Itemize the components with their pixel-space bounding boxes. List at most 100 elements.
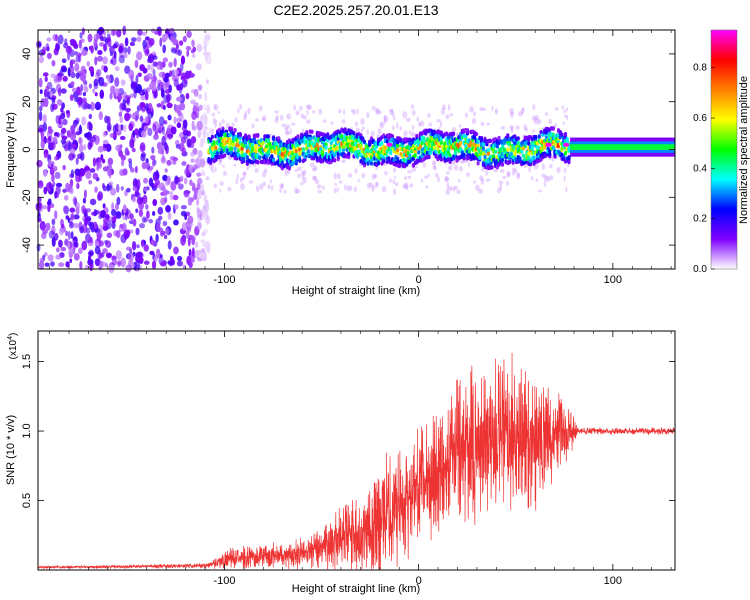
spectrogram-cell (382, 159, 386, 164)
spectrogram-cell (160, 100, 165, 110)
spectrogram-cell (61, 102, 65, 110)
spectrogram-cell (186, 255, 192, 266)
spectrogram-cell (474, 131, 478, 137)
spectrogram-cell (86, 61, 90, 67)
spectrogram-cell (66, 129, 71, 138)
spectrogram-cell (124, 233, 128, 241)
spectrogram-cell (330, 121, 334, 126)
spectrogram-cell (151, 260, 157, 270)
spectrogram-cell (242, 172, 247, 176)
spectrogram-cell (396, 148, 400, 153)
spectrogram-cell (254, 168, 260, 173)
spectrogram-cell (199, 142, 204, 148)
spectrogram-cell (155, 169, 159, 179)
spectrogram-cell (102, 131, 107, 138)
spectrogram-cell (212, 117, 217, 125)
spectrogram-cell (120, 103, 127, 111)
spectrogram-cell (143, 125, 149, 131)
spectrogram-cell (106, 75, 111, 84)
spectrogram-cell (51, 59, 56, 67)
spectrogram-cell (115, 88, 119, 97)
spectrogram-cell (38, 55, 45, 64)
spectrogram-cell (134, 59, 139, 69)
spectrogram-cell (93, 208, 98, 217)
spectrogram-cell (102, 166, 109, 172)
spectrogram-cell (117, 97, 121, 103)
spectrogram-cell (520, 108, 525, 115)
spectrogram-cell (37, 181, 44, 189)
spectrogram-cell (65, 261, 70, 268)
spectrogram-cell (78, 143, 84, 154)
spectrogram-cell (85, 227, 91, 234)
spectrogram-cell (316, 184, 322, 189)
spectrogram-cell (338, 130, 342, 135)
spectrogram-cell (445, 154, 449, 159)
spectrogram-cell (131, 37, 137, 43)
spectrogram-cell (283, 189, 287, 194)
spectrogram-cell (172, 160, 177, 165)
spectrogram-cell (392, 125, 395, 131)
spectrogram-cell (69, 207, 75, 213)
snr-scale-base: (x10 (8, 339, 19, 359)
spectrogram-cell (166, 102, 173, 109)
spectrogram-cell (78, 168, 86, 177)
spectrogram-cell (453, 185, 458, 190)
spectrogram-cell (190, 235, 196, 242)
spectrogram-cell (173, 246, 179, 255)
spectrogram-cell (87, 142, 92, 150)
spectrogram-cell (181, 222, 187, 231)
spectrogram-cell (256, 160, 260, 165)
spectrogram-cell (471, 118, 477, 124)
spectrogram-cell (135, 208, 139, 213)
spectrogram-cell (80, 84, 84, 92)
spectrogram-cell (235, 177, 238, 185)
spectrogram-cell (553, 123, 558, 129)
spectrogram-cell (37, 128, 44, 133)
spectrogram-cell (170, 180, 177, 191)
spectrogram-cell (230, 146, 234, 152)
spectrogram-cell (334, 182, 338, 187)
spectrogram-cell (159, 64, 164, 71)
spectrogram-cell (119, 135, 126, 141)
spectrogram-cell (333, 172, 337, 180)
spectrogram-cell (79, 226, 84, 234)
spectrogram-cell (548, 118, 553, 125)
spectrogram-cell (290, 122, 296, 126)
spectrogram-cell (149, 250, 155, 256)
spectrogram-cell (281, 123, 287, 128)
spectrogram-cell (479, 106, 484, 112)
spectrogram-cell (472, 180, 477, 184)
spectrogram-cell (130, 229, 134, 234)
spectrogram-cell (352, 110, 356, 115)
spectrogram-cell (196, 198, 200, 206)
spectrogram-cell (134, 165, 138, 174)
spectrogram-cell (255, 118, 259, 122)
spectrogram-cell (560, 132, 564, 137)
spectrogram-cell (223, 136, 227, 141)
spectrogram-cell (136, 36, 142, 43)
spectrogram-cell (162, 57, 169, 63)
spectrogram-cell (122, 124, 127, 133)
spectrogram-cell (500, 126, 506, 130)
spectrogram-cell (378, 110, 382, 114)
spectrogram-cell (449, 113, 454, 117)
spectrogram-cell (78, 136, 82, 144)
spectrogram-cell (451, 126, 457, 133)
spectrogram-cell (253, 163, 257, 167)
spectrogram-cell (346, 185, 351, 192)
spectrogram-cell (83, 189, 87, 199)
spectrogram-cell (209, 128, 215, 135)
spectrogram-cell (318, 108, 323, 115)
spectrogram-cell (214, 166, 217, 173)
spectrogram-cell (98, 42, 105, 47)
spectrogram-cell (172, 157, 179, 162)
spectrogram-cell (79, 260, 83, 270)
spectrogram-cell (62, 75, 68, 82)
spectrogram-cell (82, 91, 87, 97)
spectrogram-cell (239, 103, 243, 110)
spectrogram-cell (38, 105, 43, 112)
spectrogram-cell (180, 210, 187, 217)
spectrogram-cell (156, 141, 163, 150)
spectrogram-cell (369, 161, 374, 166)
spectrogram-cell (106, 183, 110, 192)
